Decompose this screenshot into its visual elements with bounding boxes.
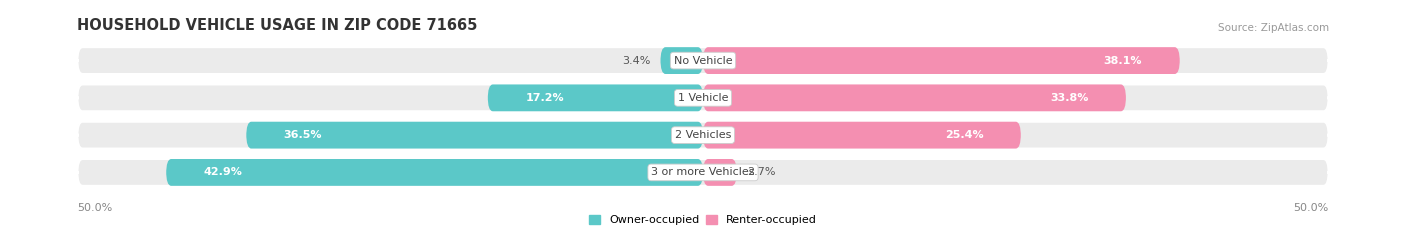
FancyBboxPatch shape <box>77 159 1329 186</box>
Text: 25.4%: 25.4% <box>945 130 983 140</box>
FancyBboxPatch shape <box>703 84 1126 111</box>
FancyBboxPatch shape <box>246 122 703 149</box>
FancyBboxPatch shape <box>166 159 703 186</box>
Text: 1 Vehicle: 1 Vehicle <box>678 93 728 103</box>
Text: 42.9%: 42.9% <box>204 168 243 177</box>
FancyBboxPatch shape <box>703 122 1021 149</box>
FancyBboxPatch shape <box>703 159 737 186</box>
FancyBboxPatch shape <box>77 84 1329 111</box>
Text: 17.2%: 17.2% <box>526 93 564 103</box>
Text: Source: ZipAtlas.com: Source: ZipAtlas.com <box>1218 23 1329 33</box>
Text: 36.5%: 36.5% <box>284 130 322 140</box>
FancyBboxPatch shape <box>661 47 703 74</box>
Text: 3 or more Vehicles: 3 or more Vehicles <box>651 168 755 177</box>
FancyBboxPatch shape <box>77 47 1329 74</box>
Text: 2 Vehicles: 2 Vehicles <box>675 130 731 140</box>
Text: No Vehicle: No Vehicle <box>673 56 733 65</box>
Text: 33.8%: 33.8% <box>1050 93 1088 103</box>
FancyBboxPatch shape <box>488 84 703 111</box>
Text: 50.0%: 50.0% <box>1294 203 1329 213</box>
Legend: Owner-occupied, Renter-occupied: Owner-occupied, Renter-occupied <box>589 215 817 225</box>
Text: 38.1%: 38.1% <box>1104 56 1142 65</box>
Text: HOUSEHOLD VEHICLE USAGE IN ZIP CODE 71665: HOUSEHOLD VEHICLE USAGE IN ZIP CODE 7166… <box>77 18 478 33</box>
Text: 2.7%: 2.7% <box>747 168 775 177</box>
Text: 50.0%: 50.0% <box>77 203 112 213</box>
Text: 3.4%: 3.4% <box>621 56 651 65</box>
FancyBboxPatch shape <box>703 47 1180 74</box>
FancyBboxPatch shape <box>77 122 1329 149</box>
